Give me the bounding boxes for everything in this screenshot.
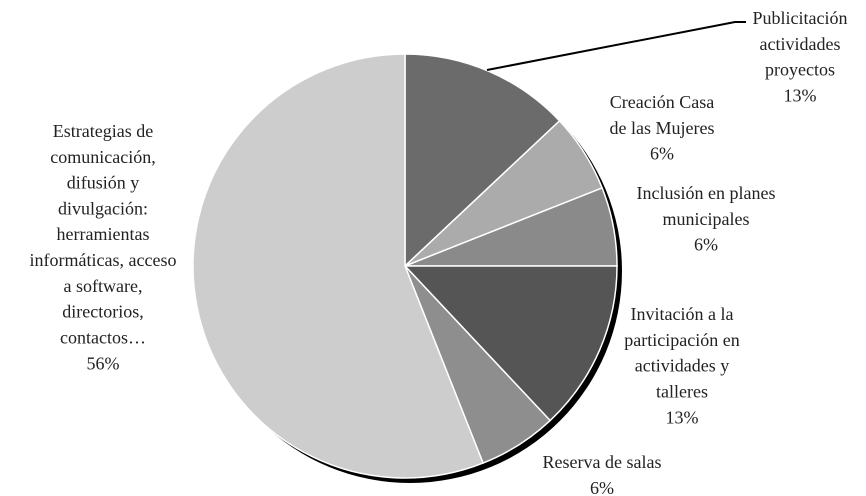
pie-slice xyxy=(403,265,618,422)
slice-label: Estrategias de comunicación, difusión y div… xyxy=(30,121,177,347)
percent-label: 6% xyxy=(650,144,674,164)
slice-label: Invitación a la participación en actividad… xyxy=(624,304,739,401)
percent-label: 6% xyxy=(590,478,614,496)
pie-slice xyxy=(192,53,485,479)
percent-label: 13% xyxy=(666,407,699,427)
leader-line xyxy=(486,21,746,71)
pie-slice xyxy=(404,53,561,268)
slice-label: Creación Casa de las Mujeres xyxy=(610,92,715,138)
percent-label: 13% xyxy=(784,86,817,106)
slice-label: Inclusión en planes municipales xyxy=(637,183,776,229)
slice-label: Reserva de salas xyxy=(543,452,662,472)
slice-label: Publicitación actividades proyectos xyxy=(753,8,848,80)
percent-label: 6% xyxy=(694,235,718,255)
percent-label: 56% xyxy=(87,353,120,373)
